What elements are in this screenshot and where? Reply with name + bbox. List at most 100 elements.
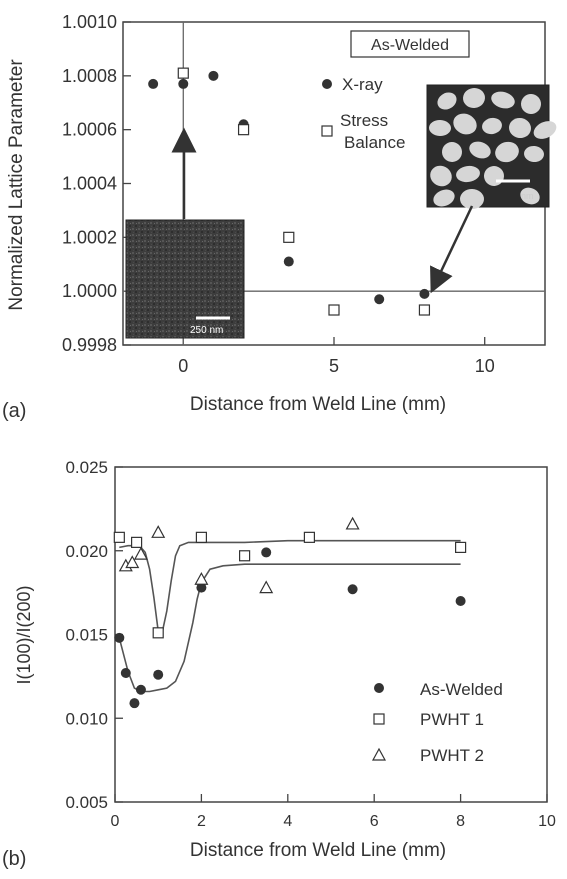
b-aswelded-point [153, 669, 164, 680]
b-aswelded-point [347, 584, 358, 595]
inset-right-scale-label: nm [521, 191, 534, 201]
a-x-tick-label: 0 [178, 356, 188, 376]
panel-b-tag: (b) [2, 848, 27, 870]
inset-precipitate [453, 113, 477, 135]
b-pwht2-point [151, 525, 166, 538]
a-stress-point [328, 304, 340, 316]
a-y-tick-label: 1.0006 [62, 120, 117, 140]
panel-a-data-points [148, 67, 431, 316]
a-xray-point [374, 294, 385, 305]
a-stress-point [283, 231, 295, 243]
b-pwht1-point [239, 550, 251, 562]
b-pwht2-point [194, 571, 209, 585]
panel-a-axis-ticks: 0 5 10 0.9998 1.0000 1.0002 1.0004 1.0006 1.0008… [62, 12, 495, 376]
b-pwht2-point [345, 516, 360, 530]
inset-micrograph-left: 250 nm [125, 219, 245, 339]
a-x-tick-label: 5 [329, 356, 339, 376]
inset-precipitate [469, 141, 491, 159]
legend-b-aswelded-label: As-Welded [420, 680, 503, 699]
a-y-tick-label: 1.0002 [62, 227, 117, 247]
b-pwht1-point [303, 531, 315, 543]
a-y-tick-label: 0.9998 [62, 335, 117, 355]
b-pwht1-point [195, 531, 207, 543]
a-xray-point [178, 78, 189, 89]
b-x-tick-label: 10 [538, 813, 556, 830]
inset-precipitate [520, 187, 540, 205]
panel-b-data-points [113, 516, 467, 709]
b-aswelded-point [261, 547, 272, 558]
panel-a-tag: (a) [2, 400, 27, 422]
panel-b-fit-curves [118, 539, 461, 693]
a-y-tick-label: 1.0000 [62, 281, 117, 301]
b-fit-curve-upper [119, 539, 461, 632]
b-x-tick-label: 8 [456, 813, 465, 830]
inset-left-scale-label: 250 nm [190, 325, 223, 336]
legend-a-stress-label: Stress Balance [340, 111, 405, 152]
a-y-tick-label: 1.0010 [62, 12, 117, 32]
a-xray-point [208, 70, 219, 81]
legend-b-aswelded-marker [374, 683, 384, 693]
a-xray-point [148, 78, 159, 89]
legend-b-pwht1-label: PWHT 1 [420, 710, 484, 729]
panel-b-x-axis-label: Distance from Weld Line (mm) [190, 840, 446, 861]
panel-b-y-axis-label: I(100)/I(200) [14, 585, 34, 684]
a-y-tick-label: 1.0004 [62, 174, 117, 194]
inset-precipitate [456, 165, 480, 183]
b-x-tick-label: 2 [197, 813, 206, 830]
inset-precipitate [429, 119, 451, 137]
legend-a-xray-marker [322, 79, 332, 89]
b-pwht2-point [259, 580, 274, 594]
legend-b-pwht2-label: PWHT 2 [420, 746, 484, 765]
panel-b-axis-ticks: 0 2 4 6 8 10 0.005 0.010 0.015 0.020 0.025 [65, 458, 556, 830]
b-aswelded-point [120, 668, 131, 679]
b-aswelded-point [129, 698, 140, 709]
b-x-tick-label: 0 [111, 813, 120, 830]
b-y-tick-label: 0.020 [65, 542, 108, 561]
b-pwht2-point [125, 555, 140, 569]
inset-precipitate [437, 92, 457, 110]
b-pwht2-point [133, 546, 148, 560]
b-pwht1-point [455, 541, 467, 554]
b-pwht1-point [113, 531, 125, 543]
inset-precipitate [495, 141, 519, 163]
b-y-tick-label: 0.005 [65, 793, 108, 812]
panel-a-legend: X-ray Stress Balance [321, 75, 405, 152]
inset-precipitate [463, 87, 485, 109]
panel-a-y-axis-label: Normalized Lattice Parameter [6, 59, 27, 311]
inset-precipitate [521, 94, 541, 114]
b-aswelded-point [135, 684, 146, 695]
b-aswelded-point [114, 632, 125, 643]
legend-b-pwht2-marker [371, 747, 387, 761]
a-x-tick-label: 10 [475, 356, 495, 376]
b-y-tick-label: 0.015 [65, 626, 108, 645]
panel-a-x-axis-label: Distance from Weld Line (mm) [190, 394, 446, 415]
inset-micrograph-right: nm [426, 84, 557, 210]
a-stress-point [418, 304, 431, 316]
a-stress-point [237, 124, 250, 136]
a-y-tick-label: 1.0008 [62, 66, 117, 86]
b-x-tick-label: 4 [283, 813, 292, 830]
inset-precipitate [460, 188, 484, 210]
a-xray-point [419, 288, 430, 299]
b-pwht1-point [131, 536, 143, 548]
b-pwht1-point [152, 627, 164, 639]
annotation-box-label: As-Welded [371, 37, 449, 54]
arrow-to-right-inset-point [430, 205, 474, 294]
inset-precipitate [533, 121, 557, 139]
b-aswelded-point [196, 582, 207, 593]
legend-b-pwht1-marker [373, 713, 385, 725]
a-xray-point [283, 256, 294, 267]
inset-precipitate [524, 145, 544, 163]
b-y-tick-label: 0.010 [65, 709, 108, 728]
inset-precipitate [442, 142, 462, 162]
inset-precipitate [433, 189, 455, 207]
a-stress-point [177, 67, 189, 79]
panel-b-legend: As-Welded PWHT 1 PWHT 2 [371, 680, 503, 765]
inset-precipitate [509, 117, 531, 139]
inset-precipitate [482, 117, 502, 135]
b-x-tick-label: 6 [370, 813, 379, 830]
legend-a-stress-marker [321, 125, 333, 137]
b-y-tick-label: 0.025 [65, 458, 108, 477]
inset-precipitate [491, 91, 515, 109]
panel-a-chart: 0 5 10 0.9998 1.0000 1.0002 1.0004 1.0006 1.0008… [6, 12, 557, 415]
